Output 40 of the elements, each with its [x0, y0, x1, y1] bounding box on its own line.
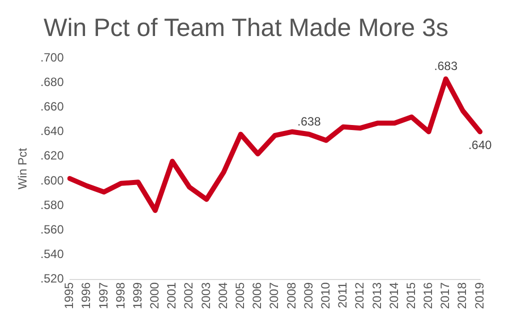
x-tick-label: 2016: [421, 282, 436, 310]
x-tick-label: 2006: [250, 282, 264, 310]
x-tick-label: 2019: [472, 282, 486, 310]
x-tick-label: 1996: [79, 282, 94, 310]
data-label: .638: [297, 114, 322, 129]
x-tick-label: 2015: [404, 282, 418, 310]
y-tick-label: .640: [40, 124, 64, 138]
x-tick-label: 1999: [130, 282, 144, 310]
x-tick-label: 2013: [370, 282, 384, 310]
y-tick-label: .520: [40, 272, 64, 286]
y-tick-label: .600: [40, 173, 64, 188]
x-tick-label: 2002: [182, 282, 196, 310]
x-tick-label: 2005: [233, 282, 248, 310]
chart-title: Win Pct of Team That Made More 3s: [44, 14, 448, 42]
y-tick-label: .700: [40, 50, 64, 64]
x-tick-label: 2014: [386, 282, 401, 310]
x-tick-label: 2010: [318, 282, 332, 310]
y-tick-label: .540: [40, 247, 64, 262]
x-tick-label: 2004: [216, 282, 230, 310]
x-tick-label: 2000: [148, 282, 162, 310]
y-tick-label: .660: [40, 99, 64, 114]
data-label: .683: [434, 59, 458, 74]
x-tick-label: 2008: [284, 282, 298, 310]
x-tick-label: 2012: [352, 282, 367, 310]
y-tick-label: .580: [40, 198, 64, 212]
x-tick-label: 1995: [62, 282, 76, 310]
y-tick-label: .620: [40, 148, 64, 163]
x-tick-label: 1997: [96, 282, 110, 310]
x-tick-label: 2018: [455, 282, 470, 310]
data-label: .640: [468, 138, 492, 152]
x-tick-label: 2007: [267, 282, 282, 310]
x-tick-label: 2009: [301, 282, 316, 310]
y-tick-label: .680: [40, 74, 64, 89]
x-tick-label: 2017: [438, 282, 452, 310]
y-axis-title: Win Pct: [16, 147, 30, 190]
y-tick-label: .560: [40, 222, 64, 236]
x-tick-label: 2011: [336, 282, 350, 308]
x-tick-label: 2001: [164, 282, 179, 310]
x-tick-label: 2003: [198, 282, 213, 310]
x-tick-label: 1998: [113, 282, 128, 310]
